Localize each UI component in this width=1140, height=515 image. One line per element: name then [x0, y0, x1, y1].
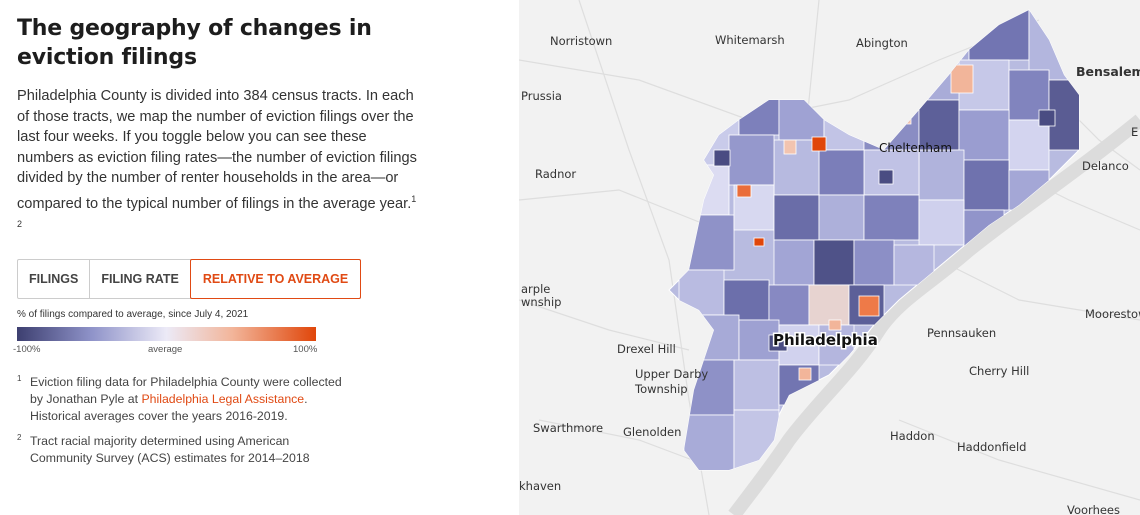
footnote-text: Tract racial majority determined using A… [30, 434, 310, 465]
tab-filing-rate[interactable]: FILING RATE [90, 260, 191, 298]
place-label: Norristown [550, 34, 612, 48]
place-label: Cheltenham [879, 141, 952, 155]
footnote-number: 2 [17, 433, 22, 442]
philadelphia-legal-assistance-link[interactable]: Philadelphia Legal Assistance [141, 392, 305, 406]
place-label: Haddon [890, 429, 935, 443]
map-canvas[interactable]: Norristown Whitemarsh Abington Bensalem … [519, 0, 1140, 515]
city-label-philadelphia: Philadelphia [773, 331, 878, 349]
place-label: Glenolden [623, 425, 681, 439]
place-label: Prussia [521, 89, 562, 103]
legend-max-label: 100% [293, 344, 318, 355]
place-label: Swarthmore [533, 421, 603, 435]
sidebar-panel: The geography of changes in eviction fil… [13, 14, 422, 465]
place-label: Delanco [1082, 159, 1129, 173]
legend-min-label: -100% [13, 344, 41, 355]
place-label: Drexel Hill [617, 342, 676, 356]
delaware-river [728, 114, 1140, 515]
place-label: Upper Darby Township [634, 367, 708, 396]
place-label: Pennsauken [927, 326, 996, 340]
page-title: The geography of changes in eviction fil… [17, 16, 372, 70]
place-labels: Norristown Whitemarsh Abington Bensalem … [519, 33, 1140, 515]
footnote-number: 1 [17, 374, 22, 383]
intro-footnote-refs: 1 2 [17, 193, 417, 229]
intro-text: Philadelphia County is divided into 384 … [17, 86, 422, 239]
tab-relative-to-average[interactable]: RELATIVE TO AVERAGE [189, 259, 362, 299]
footnote-text-after: . Historical averages cover the years 20… [30, 392, 308, 423]
choropleth-map[interactable]: Norristown Whitemarsh Abington Bensalem … [519, 0, 1140, 515]
place-label: arple wnship [521, 282, 561, 309]
place-label: Moorestow [1085, 307, 1140, 321]
place-label: Bensalem [1076, 64, 1140, 79]
legend-color-scale [17, 327, 316, 341]
footnote-2: 2 Tract racial majority determined using … [17, 433, 347, 467]
place-label: Cherry Hill [969, 364, 1029, 378]
tab-filings[interactable]: FILINGS [18, 260, 91, 298]
place-label: Voorhees [1067, 503, 1120, 515]
place-label: Haddonfield [957, 440, 1026, 454]
legend-title: % of filings compared to average, since … [17, 309, 249, 320]
place-label: E [1131, 125, 1138, 139]
view-toggle: FILINGS FILING RATE RELATIVE TO AVERAGE [17, 259, 362, 299]
legend-mid-label: average [148, 344, 183, 355]
place-label: Abington [856, 36, 908, 50]
intro-body: Philadelphia County is divided into 384 … [17, 88, 417, 212]
footnotes: 1 Eviction filing data for Philadelphia C… [17, 374, 347, 475]
place-label: khaven [519, 479, 561, 493]
place-label: Whitemarsh [715, 33, 785, 47]
footnote-1: 1 Eviction filing data for Philadelphia C… [17, 374, 347, 425]
footnote-text: Eviction filing data for Philadelphia Co… [30, 375, 342, 406]
place-label: Radnor [535, 167, 576, 181]
